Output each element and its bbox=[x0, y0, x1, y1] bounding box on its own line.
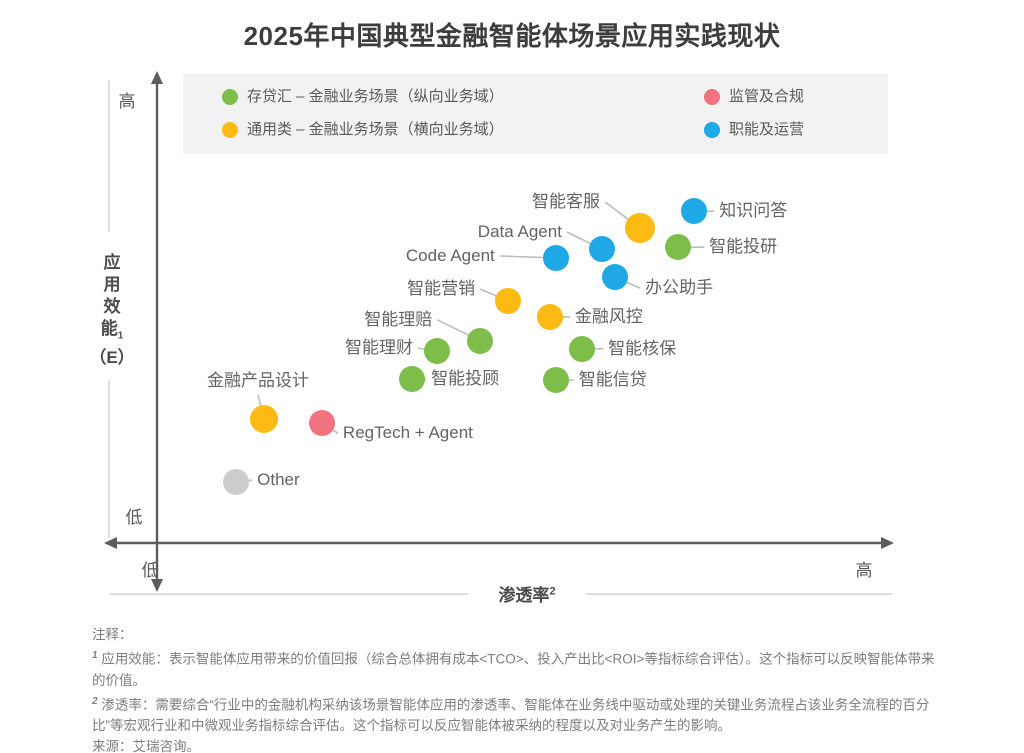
footnote-1: 1 应用效能：表示智能体应用带来的价值回报（综合总体拥有成本<TCO>、投入产出… bbox=[92, 645, 937, 691]
footnote-2: 2 渗透率：需要综合“行业中的金融机构采纳该场景智能体应用的渗透率、智能体在业务… bbox=[92, 691, 937, 737]
y-axis-title: 应用效能1 （E） bbox=[86, 252, 138, 369]
source-line: 来源：艾瑞咨询。 bbox=[92, 739, 200, 753]
scatter-point bbox=[536, 303, 563, 330]
y-axis bbox=[151, 71, 163, 592]
legend-dot-green bbox=[222, 89, 238, 105]
legend-item: 存贷汇 – 金融业务场景（纵向业务域） bbox=[222, 88, 504, 106]
legend-item-label: 存贷汇 – 金融业务场景（纵向业务域） bbox=[247, 88, 504, 105]
x-axis-low-label: 低 bbox=[141, 561, 159, 580]
scatter-point bbox=[602, 264, 629, 291]
footnotes: 注释： 1 应用效能：表示智能体应用带来的价值回报（综合总体拥有成本<TCO>、… bbox=[92, 624, 937, 753]
y-axis-title-char: 应 bbox=[103, 253, 121, 272]
scatter-point bbox=[625, 213, 656, 244]
scatter-point bbox=[542, 244, 569, 271]
y-axis-title-sup: 1 bbox=[117, 330, 124, 342]
footnote-2-text: 渗透率：需要综合“行业中的金融机构采纳该场景智能体应用的渗透率、智能体在业务线中… bbox=[92, 697, 930, 733]
x-axis-arrow-left bbox=[104, 537, 117, 549]
scatter-point-label: 金融风控 bbox=[574, 306, 643, 326]
legend-dot-yellow bbox=[222, 122, 238, 138]
axis-decor-lines bbox=[108, 80, 892, 595]
scatter-point-label: 智能信贷 bbox=[578, 370, 647, 390]
footnote-2-sup: 2 bbox=[92, 695, 98, 707]
scatter-point bbox=[495, 288, 522, 315]
scatter-point-label: 智能核保 bbox=[608, 338, 677, 358]
scatter-point-label: 智能理财 bbox=[345, 338, 413, 358]
scatter-point-label: RegTech + Agent bbox=[342, 423, 473, 443]
scatter-point bbox=[467, 327, 494, 354]
scatter-point-label: 智能投顾 bbox=[431, 369, 500, 389]
legend-item: 监管及合规 bbox=[704, 88, 804, 106]
footnote-heading: 注释： bbox=[92, 627, 133, 642]
x-axis-title-sup: 2 bbox=[549, 585, 556, 598]
y-axis-arrow-down bbox=[151, 579, 163, 592]
legend-item: 通用类 – 金融业务场景（横向业务域） bbox=[222, 121, 504, 139]
scatter-point-label: 办公助手 bbox=[645, 278, 714, 298]
scatter-point bbox=[542, 367, 569, 394]
page-title: 2025年中国典型金融智能体场景应用实践现状 bbox=[243, 21, 781, 51]
scatter-point-label: 智能理赔 bbox=[364, 309, 433, 329]
legend-item-label: 监管及合规 bbox=[729, 88, 805, 105]
y-axis-title-unit: （E） bbox=[89, 348, 135, 368]
y-axis-title-char: 能1 bbox=[100, 319, 124, 342]
footnote-1-text: 应用效能：表示智能体应用带来的价值回报（综合总体拥有成本<TCO>、投入产出比<… bbox=[92, 651, 935, 688]
scatter-point bbox=[588, 236, 615, 263]
y-axis-high-label: 高 bbox=[118, 92, 136, 111]
legend-item: 职能及运营 bbox=[704, 121, 804, 139]
scatter-point-label: Other bbox=[257, 470, 300, 490]
x-axis-title: 渗透率2 bbox=[468, 581, 586, 606]
x-axis-arrow-right bbox=[881, 537, 894, 549]
scatter-point bbox=[681, 198, 708, 225]
scatter-point-label: Data Agent bbox=[477, 222, 562, 242]
legend-item-label: 职能及运营 bbox=[729, 121, 805, 138]
scatter-point bbox=[424, 338, 450, 365]
footnote-1-sup: 1 bbox=[92, 650, 98, 661]
scatter-point-label: 知识问答 bbox=[719, 201, 788, 221]
y-axis-arrow-up bbox=[151, 71, 163, 84]
scatter-point bbox=[399, 366, 426, 393]
legend: 存贷汇 – 金融业务场景（纵向业务域） 通用类 – 金融业务场景（横向业务域） … bbox=[183, 74, 888, 154]
legend-dot-blue bbox=[704, 122, 720, 138]
legend-dot-pink bbox=[704, 89, 720, 105]
x-axis-title-text: 渗透率 bbox=[498, 586, 550, 605]
scatter-point-label: Code Agent bbox=[405, 245, 495, 265]
legend-item-label: 通用类 – 金融业务场景（横向业务域） bbox=[247, 121, 504, 138]
scatter-point-label: 金融产品设计 bbox=[207, 370, 310, 390]
scatter-point-label: 智能营销 bbox=[407, 279, 476, 299]
y-axis-low-label: 低 bbox=[125, 508, 143, 527]
x-axis-high-label: 高 bbox=[855, 561, 873, 580]
scatter-point-label: 智能客服 bbox=[532, 192, 601, 212]
y-axis-title-char: 用 bbox=[103, 275, 121, 294]
scatter-point-label: 智能投研 bbox=[709, 237, 778, 257]
y-axis-title-char: 效 bbox=[103, 297, 121, 316]
scatter-point bbox=[665, 234, 692, 261]
scatter-point bbox=[569, 335, 596, 362]
x-axis bbox=[104, 537, 894, 549]
scatter-point bbox=[223, 469, 250, 496]
scatter-point bbox=[308, 410, 335, 437]
scatter-point bbox=[250, 404, 279, 433]
